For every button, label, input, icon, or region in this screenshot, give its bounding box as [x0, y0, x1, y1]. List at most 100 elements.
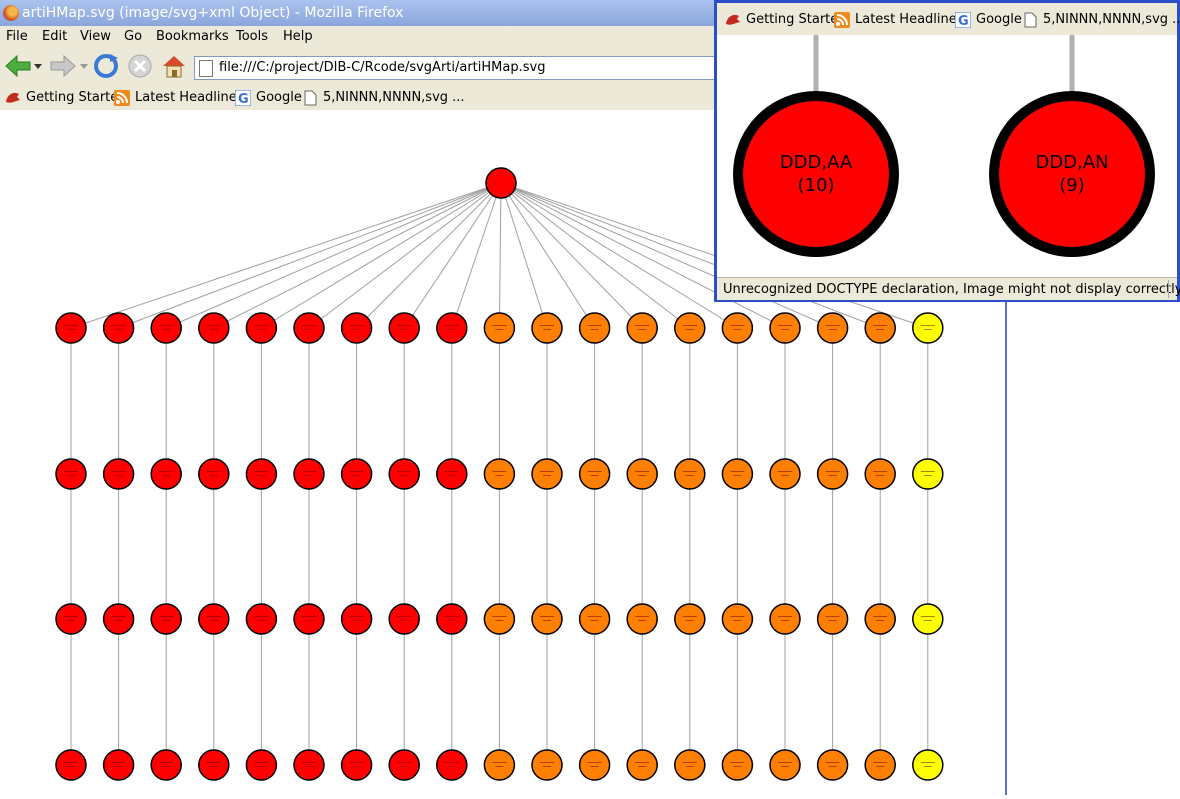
- tree-node[interactable]: [721, 312, 754, 344]
- tree-node[interactable]: [340, 312, 373, 344]
- tree-node[interactable]: [55, 749, 87, 781]
- tree-node[interactable]: [388, 312, 420, 344]
- menu-edit[interactable]: Edit: [42, 29, 68, 44]
- tree-node[interactable]: [150, 458, 182, 490]
- tree-node[interactable]: [436, 458, 468, 490]
- tree-node[interactable]: [102, 603, 135, 635]
- tree-node[interactable]: [150, 312, 182, 344]
- menu-help[interactable]: Help: [283, 29, 313, 44]
- tree-node[interactable]: [388, 458, 420, 490]
- tree-node[interactable]: [721, 603, 754, 635]
- tree-node[interactable]: [340, 458, 373, 490]
- tree-node[interactable]: [531, 603, 563, 635]
- tree-node[interactable]: [293, 312, 325, 344]
- tree-node[interactable]: [102, 458, 135, 490]
- tree-node[interactable]: [626, 458, 658, 490]
- popup-node-2[interactable]: DDD,AN (9): [989, 91, 1155, 257]
- tree-node[interactable]: [245, 312, 278, 344]
- tree-node[interactable]: [483, 603, 516, 635]
- tree-node[interactable]: [198, 749, 230, 781]
- tree-node[interactable]: [769, 603, 801, 635]
- tree-node[interactable]: [864, 749, 896, 781]
- tree-node[interactable]: [912, 312, 944, 344]
- tree-node[interactable]: [102, 312, 135, 344]
- tree-node[interactable]: [245, 749, 278, 781]
- tree-node[interactable]: [864, 458, 896, 490]
- tree-node[interactable]: [483, 749, 516, 781]
- tree-node[interactable]: [674, 749, 706, 781]
- tree-node[interactable]: [626, 603, 658, 635]
- stop-icon[interactable]: [126, 52, 154, 80]
- tree-node[interactable]: [388, 603, 420, 635]
- tree-node[interactable]: [483, 312, 516, 344]
- tree-node[interactable]: [436, 312, 468, 344]
- root-node[interactable]: [485, 167, 517, 199]
- tree-node[interactable]: [626, 312, 658, 344]
- node-label-mark: [876, 766, 885, 767]
- tree-node[interactable]: [674, 312, 706, 344]
- node-label-mark: [254, 762, 269, 763]
- tree-node[interactable]: [912, 458, 944, 490]
- menu-view[interactable]: View: [80, 29, 111, 44]
- menu-file[interactable]: File: [6, 29, 28, 44]
- tree-node[interactable]: [55, 312, 87, 344]
- tree-node[interactable]: [578, 312, 611, 344]
- tree-node[interactable]: [198, 603, 230, 635]
- tree-node[interactable]: [150, 749, 182, 781]
- tree-node[interactable]: [483, 458, 516, 490]
- reload-icon[interactable]: [92, 52, 120, 80]
- tree-node[interactable]: [578, 749, 611, 781]
- tree-node[interactable]: [769, 458, 801, 490]
- tree-node[interactable]: [769, 312, 801, 344]
- tree-node[interactable]: [816, 312, 849, 344]
- tree-node[interactable]: [55, 603, 87, 635]
- tree-node[interactable]: [816, 603, 849, 635]
- tree-node[interactable]: [864, 603, 896, 635]
- tree-node[interactable]: [245, 458, 278, 490]
- home-icon[interactable]: [160, 52, 188, 80]
- tree-node[interactable]: [388, 749, 420, 781]
- tree-node[interactable]: [293, 749, 325, 781]
- popup-node-1[interactable]: DDD,AA (10): [733, 91, 899, 257]
- tree-node[interactable]: [436, 603, 468, 635]
- menu-go[interactable]: Go: [124, 29, 143, 44]
- tree-node[interactable]: [340, 749, 373, 781]
- tree-node[interactable]: [531, 458, 563, 490]
- tree-node[interactable]: [864, 312, 896, 344]
- tree-node[interactable]: [531, 749, 563, 781]
- back-icon[interactable]: [3, 52, 31, 80]
- back-dropdown-icon[interactable]: [34, 64, 42, 70]
- menu-tools[interactable]: Tools: [236, 29, 269, 44]
- tree-node[interactable]: [674, 458, 706, 490]
- tree-node[interactable]: [150, 603, 182, 635]
- tree-node[interactable]: [721, 458, 754, 490]
- tree-node[interactable]: [198, 312, 230, 344]
- tree-node[interactable]: [531, 312, 563, 344]
- tree-node[interactable]: [55, 458, 87, 490]
- tree-node[interactable]: [816, 749, 849, 781]
- forward-icon[interactable]: [48, 52, 76, 80]
- address-url[interactable]: file:///C:/project/DIB-C/Rcode/svgArti/a…: [219, 60, 546, 75]
- tree-node[interactable]: [436, 749, 468, 781]
- menu-bookmarks[interactable]: Bookmarks: [156, 29, 229, 44]
- tree-node[interactable]: [198, 458, 230, 490]
- tree-node[interactable]: [102, 749, 135, 781]
- tree-node[interactable]: [340, 603, 373, 635]
- tree-node[interactable]: [578, 603, 611, 635]
- node-label-mark: [206, 471, 221, 472]
- tree-node[interactable]: [578, 458, 611, 490]
- tree-node[interactable]: [674, 603, 706, 635]
- tree-node[interactable]: [912, 749, 944, 781]
- tree-node[interactable]: [912, 603, 944, 635]
- status-resize-grip[interactable]: [1168, 280, 1175, 298]
- tree-node[interactable]: [769, 749, 801, 781]
- tree-node[interactable]: [816, 458, 849, 490]
- tree-node[interactable]: [245, 603, 278, 635]
- tree-node[interactable]: [293, 458, 325, 490]
- tree-node[interactable]: [721, 749, 754, 781]
- address-bar[interactable]: file:///C:/project/DIB-C/Rcode/svgArti/a…: [194, 56, 716, 80]
- tree-node[interactable]: [626, 749, 658, 781]
- edge: [498, 182, 502, 329]
- forward-dropdown-icon[interactable]: [80, 64, 88, 70]
- tree-node[interactable]: [293, 603, 325, 635]
